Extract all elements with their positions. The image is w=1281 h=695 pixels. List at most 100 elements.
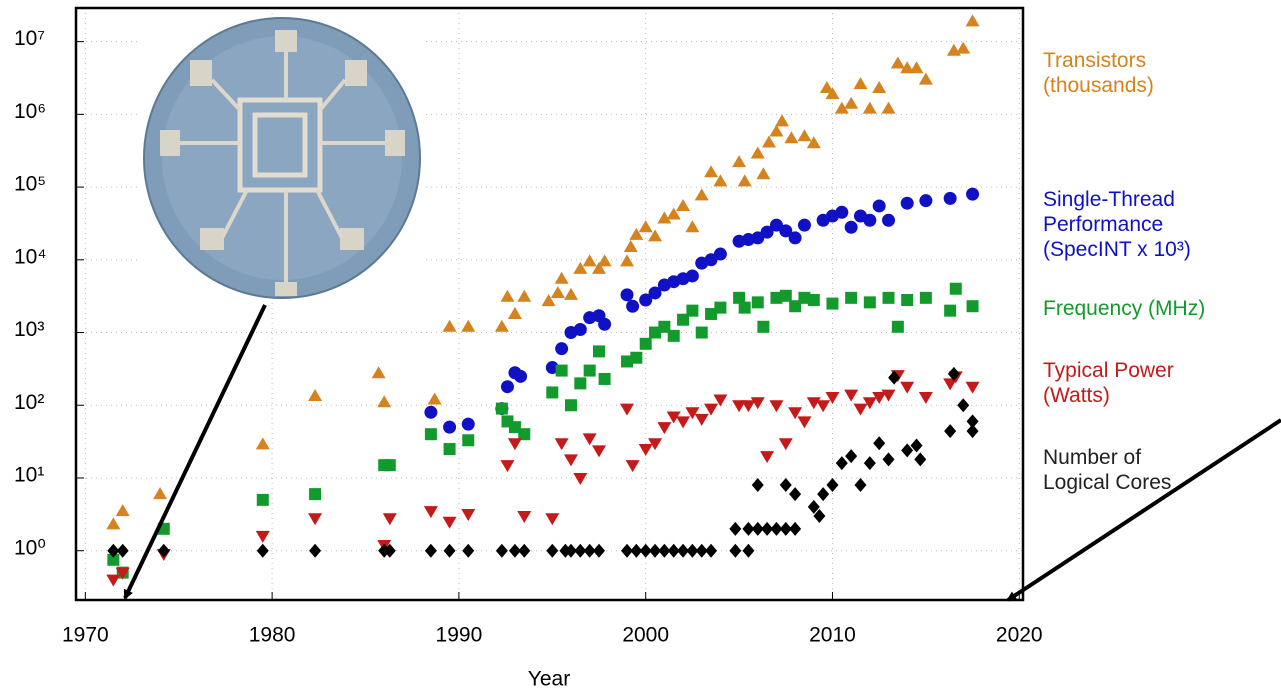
data-point: [817, 487, 829, 501]
data-point: [593, 345, 605, 357]
data-point: [854, 478, 866, 492]
data-point: [845, 449, 857, 463]
data-point: [966, 14, 980, 26]
data-point: [919, 73, 933, 85]
chart: 19701980199020002010202010⁰10¹10²10³10⁴1…: [0, 0, 1281, 695]
data-point: [462, 418, 475, 431]
data-point: [443, 421, 456, 434]
data-point: [518, 544, 530, 558]
data-point: [914, 452, 926, 466]
data-point: [573, 473, 587, 485]
data-point: [729, 522, 741, 536]
data-point: [495, 320, 509, 332]
data-point: [257, 544, 269, 558]
data-point: [686, 305, 698, 317]
legend-entry: Frequency (MHz): [1043, 296, 1281, 321]
data-point: [626, 300, 639, 313]
data-point: [308, 389, 322, 401]
data-point: [676, 416, 690, 428]
data-point: [864, 296, 876, 308]
data-point: [686, 269, 699, 282]
data-point: [592, 445, 606, 457]
x-tick-label: 1980: [249, 624, 296, 647]
data-point: [583, 433, 597, 445]
data-point: [845, 292, 857, 304]
data-point: [599, 373, 611, 385]
data-point: [826, 478, 838, 492]
data-point: [729, 544, 741, 558]
data-point: [308, 513, 322, 525]
data-point: [798, 219, 811, 232]
data-point: [657, 422, 671, 434]
data-point: [564, 454, 578, 466]
legend-entry: Single-Thread Performance (SpecINT x 10³…: [1043, 187, 1248, 262]
data-point: [639, 444, 653, 456]
data-point: [789, 487, 801, 501]
data-point: [372, 366, 386, 378]
data-point: [695, 414, 709, 426]
data-point: [257, 494, 269, 506]
data-point: [696, 327, 708, 339]
data-point: [944, 305, 956, 317]
data-point: [872, 81, 886, 93]
data-point: [900, 382, 914, 394]
data-point: [752, 296, 764, 308]
data-point: [920, 292, 932, 304]
data-point: [826, 298, 838, 310]
data-point: [256, 437, 270, 449]
data-point: [383, 513, 397, 525]
data-point: [583, 254, 597, 266]
data-point: [620, 254, 634, 266]
data-point: [500, 290, 514, 302]
data-point: [967, 300, 979, 312]
data-point: [738, 174, 752, 186]
data-point: [630, 352, 642, 364]
data-point: [966, 382, 980, 394]
data-point: [695, 188, 709, 200]
data-point: [863, 102, 877, 114]
data-point: [555, 342, 568, 355]
data-point: [760, 451, 774, 463]
x-axis-label: Year: [528, 668, 570, 691]
data-point: [598, 318, 611, 331]
data-point: [626, 460, 640, 472]
data-point: [309, 488, 321, 500]
chip-photo: [140, 18, 425, 303]
data-point: [508, 438, 522, 450]
data-point: [789, 522, 801, 536]
data-point: [106, 517, 120, 529]
data-point: [668, 330, 680, 342]
data-point: [910, 61, 924, 73]
data-point: [496, 544, 508, 558]
data-point: [844, 97, 858, 109]
data-point: [462, 544, 474, 558]
data-point: [882, 102, 896, 114]
data-point: [732, 155, 746, 167]
data-point: [624, 240, 638, 252]
data-point: [757, 321, 769, 333]
data-point: [756, 167, 770, 179]
data-point: [425, 544, 437, 558]
data-point: [508, 307, 522, 319]
data-point: [377, 395, 391, 407]
data-point: [739, 302, 751, 314]
data-point: [574, 377, 586, 389]
data-point: [780, 290, 792, 302]
data-point: [741, 400, 755, 412]
data-point: [864, 456, 876, 470]
data-point: [593, 544, 605, 558]
data-point: [496, 403, 508, 415]
data-point: [546, 386, 558, 398]
data-point: [444, 544, 456, 558]
data-point: [461, 320, 475, 332]
data-point: [883, 452, 895, 466]
data-point: [944, 424, 956, 438]
data-point: [309, 544, 321, 558]
data-point: [501, 380, 514, 393]
data-point: [556, 365, 568, 377]
x-tick-label: 2020: [996, 624, 1043, 647]
x-tick-label: 1970: [62, 624, 109, 647]
data-point: [517, 290, 531, 302]
data-point: [574, 323, 587, 336]
data-point: [444, 443, 456, 455]
